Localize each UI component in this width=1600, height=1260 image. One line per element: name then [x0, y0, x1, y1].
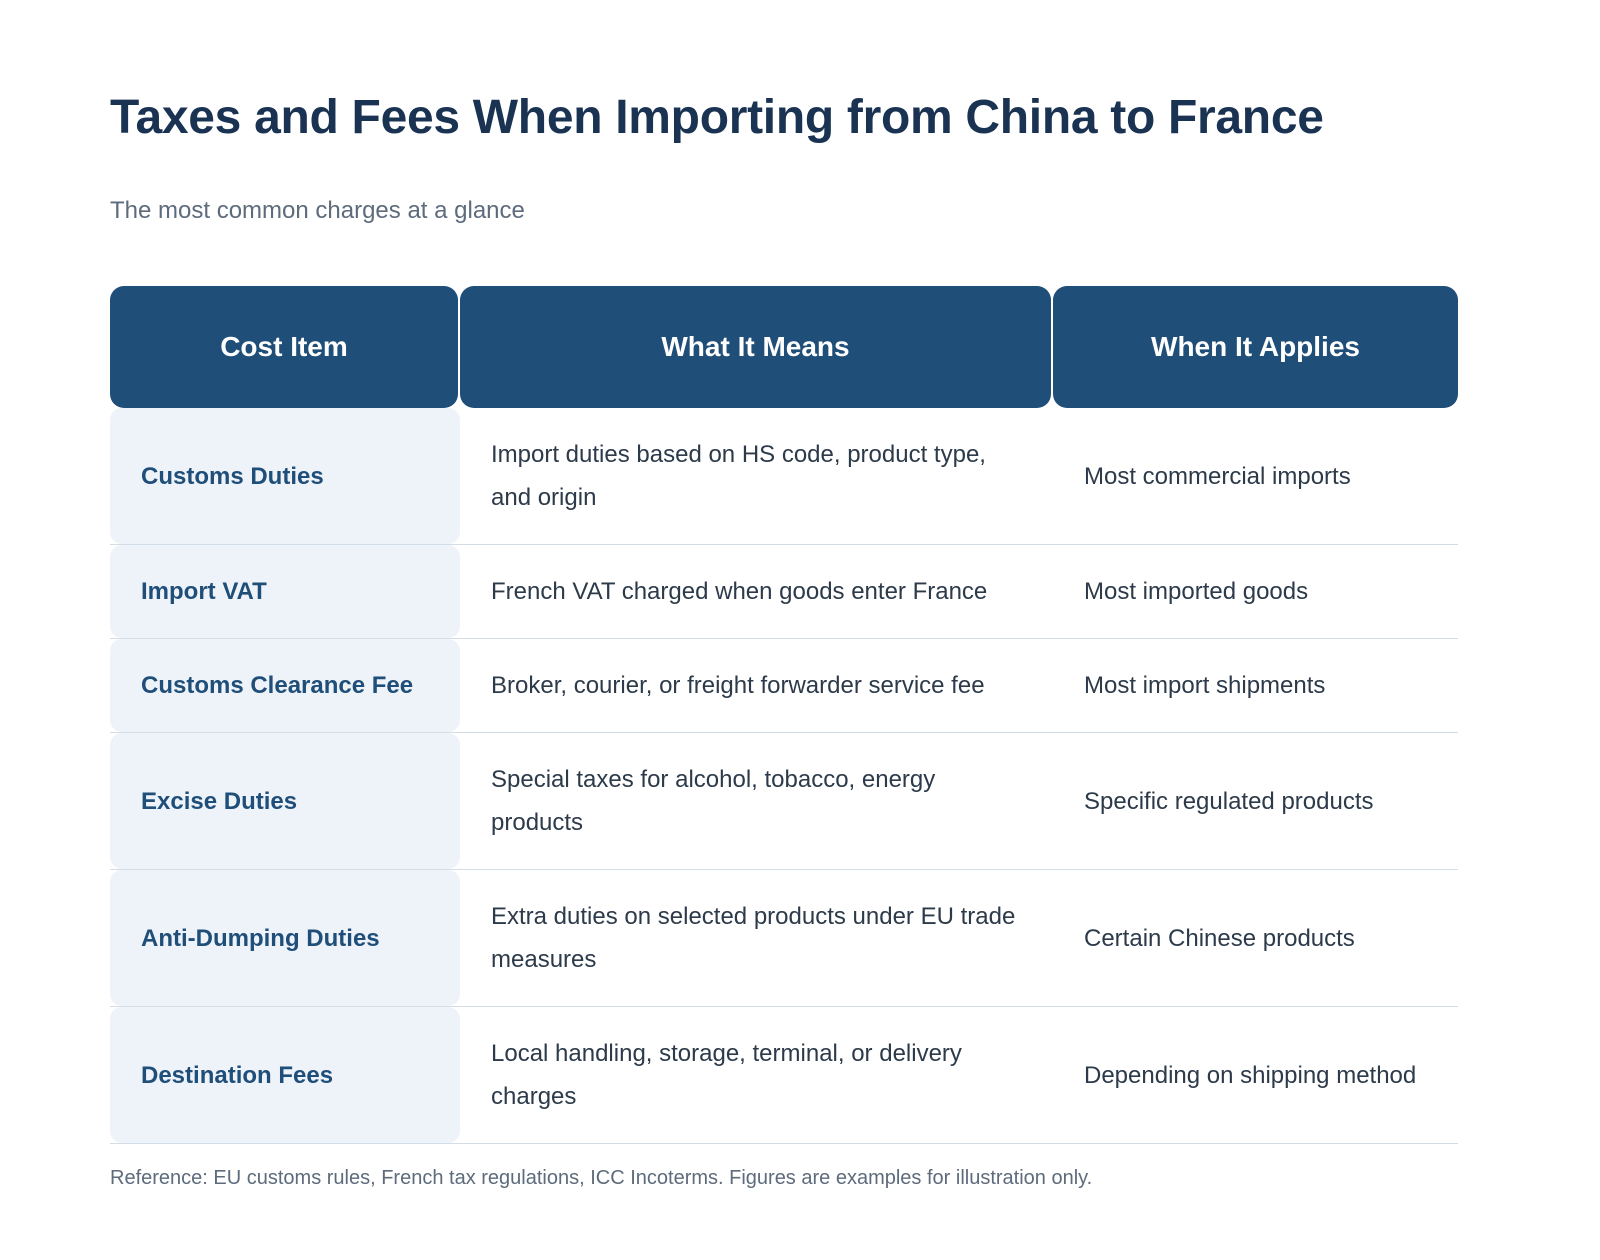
table-cell: Most commercial imports — [1084, 462, 1351, 490]
table-row: Customs Clearance Fee Broker, courier, or… — [110, 639, 1458, 733]
header-cell: Cost Item — [110, 286, 458, 408]
table-row: Customs Duties Import duties based on HS … — [110, 408, 1458, 545]
row-label: Excise Duties — [110, 733, 460, 869]
table-cell: Certain Chinese products — [1084, 924, 1355, 952]
subtitle: The most common charges at a glance — [110, 197, 525, 224]
table-cell: Most import shipments — [1084, 672, 1326, 699]
table: Cost Item What It Means When It Applies Cu… — [110, 286, 1458, 1144]
row-label: Customs Clearance Fee — [110, 639, 460, 732]
table-cell: Most imported goods — [1084, 578, 1309, 605]
row-label: Customs Duties — [110, 408, 460, 544]
table-row: Excise Duties Special taxes for alcohol, … — [110, 733, 1458, 870]
table-row: Import VAT French VAT charged when goods … — [110, 545, 1458, 639]
row-label: Anti-Dumping Duties — [110, 870, 460, 1006]
table-cell: Depending on shipping method — [1084, 1061, 1417, 1089]
table-cell: Broker, courier, or freight forwarder se… — [491, 672, 985, 699]
table-cell: Special taxes for alcohol, tobacco, ener… — [491, 766, 936, 836]
table-row: Destination Fees Local handling, storage,… — [110, 1007, 1458, 1144]
header-cell: When It Applies — [1053, 286, 1458, 408]
table-cell: Extra duties on selected products under … — [491, 903, 1016, 973]
table-cell: Import duties based on HS code, product … — [491, 441, 986, 511]
row-label: Destination Fees — [110, 1007, 460, 1143]
row-label: Import VAT — [110, 545, 460, 638]
header-row: Cost Item What It Means When It Applies — [110, 286, 1458, 408]
table-row: Anti-Dumping Duties Extra duties on selec… — [110, 870, 1458, 1007]
table-cell: French VAT charged when goods enter Fran… — [491, 578, 988, 605]
table-cell: Specific regulated products — [1084, 787, 1374, 815]
footnote: Reference: EU customs rules, French tax … — [110, 1167, 1093, 1189]
table-cell: Local handling, storage, terminal, or de… — [491, 1040, 962, 1110]
header-cell: What It Means — [460, 286, 1051, 408]
title: Taxes and Fees When Importing from China… — [110, 91, 1324, 144]
